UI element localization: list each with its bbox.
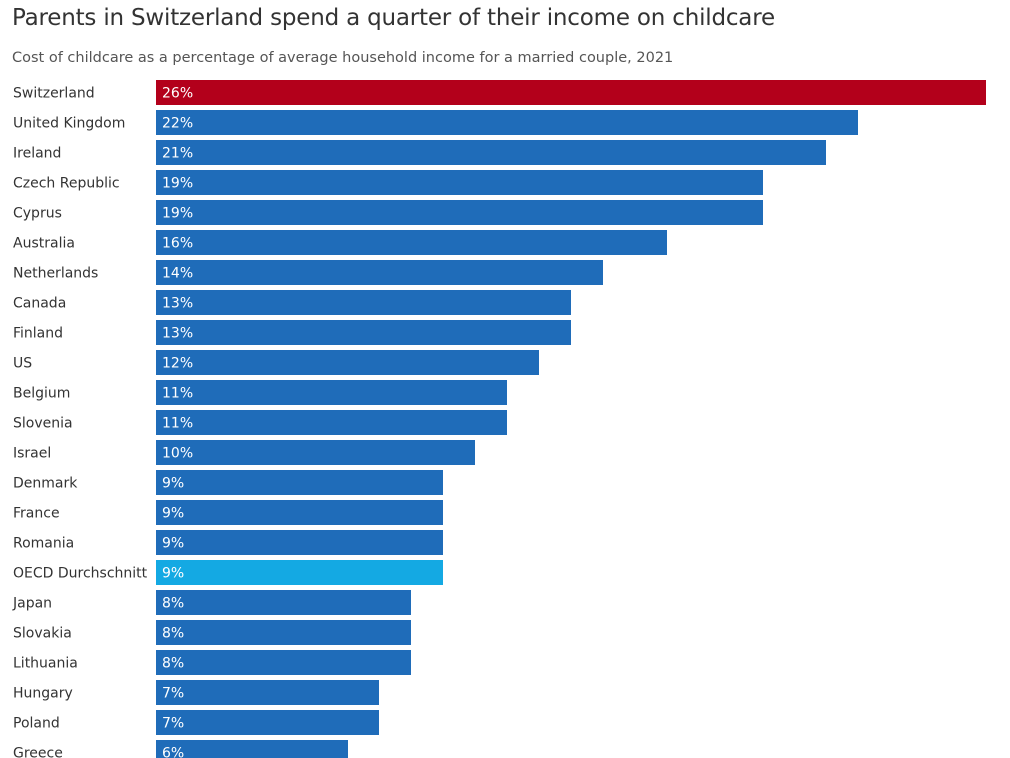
value-label-romania: 9% [162, 536, 184, 552]
value-label-australia: 16% [162, 236, 193, 252]
bar-belgium [156, 380, 507, 405]
bar-row-denmark: Denmark 9% [13, 470, 443, 495]
category-label-japan: Japan [12, 596, 52, 612]
bar-row-france: France 9% [13, 500, 443, 525]
category-label-slovakia: Slovakia [13, 626, 72, 642]
value-label-lithuania: 8% [162, 656, 184, 672]
category-label-czech-republic: Czech Republic [13, 176, 120, 192]
category-label-belgium: Belgium [13, 386, 70, 402]
bar-slovakia [156, 620, 411, 645]
bar-united-kingdom [156, 110, 858, 135]
value-label-slovakia: 8% [162, 626, 184, 642]
category-label-denmark: Denmark [13, 476, 78, 492]
bar-row-israel: Israel 10% [13, 440, 475, 465]
value-label-poland: 7% [162, 716, 184, 732]
value-label-denmark: 9% [162, 476, 184, 492]
bar-row-romania: Romania 9% [13, 530, 443, 555]
bar-row-hungary: Hungary 7% [13, 680, 379, 705]
category-label-netherlands: Netherlands [13, 266, 98, 282]
value-label-greece: 6% [162, 746, 184, 758]
bar-lithuania [156, 650, 411, 675]
bars-layer: Switzerland 26% United Kingdom 22% Ireland 21… [12, 80, 986, 758]
value-label-netherlands: 14% [162, 266, 193, 282]
value-label-slovenia: 11% [162, 416, 193, 432]
bar-row-poland: Poland 7% [13, 710, 379, 735]
chart-title: Parents in Switzerland spend a quarter o… [12, 5, 775, 31]
value-label-israel: 10% [162, 446, 193, 462]
bar-cyprus [156, 200, 763, 225]
value-label-hungary: 7% [162, 686, 184, 702]
value-label-united-kingdom: 22% [162, 116, 193, 132]
category-label-cyprus: Cyprus [13, 206, 62, 222]
bar-israel [156, 440, 475, 465]
chart-subtitle: Cost of childcare as a percentage of ave… [12, 50, 674, 66]
bar-row-ireland: Ireland 21% [13, 140, 826, 165]
bar-greece [156, 740, 348, 758]
bar-canada [156, 290, 571, 315]
category-label-israel: Israel [13, 446, 51, 462]
bar-row-finland: Finland 13% [13, 320, 571, 345]
bar-row-canada: Canada 13% [13, 290, 571, 315]
bar-hungary [156, 680, 379, 705]
value-label-japan: 8% [162, 596, 184, 612]
bar-denmark [156, 470, 443, 495]
bar-row-oecd-durchschnitt: OECD Durchschnitt 9% [13, 560, 443, 585]
value-label-switzerland: 26% [162, 86, 193, 102]
category-label-greece: Greece [13, 746, 63, 758]
value-label-belgium: 11% [162, 386, 193, 402]
bar-row-netherlands: Netherlands 14% [13, 260, 603, 285]
category-label-france: France [13, 506, 60, 522]
bar-czech-republic [156, 170, 763, 195]
category-label-united-kingdom: United Kingdom [13, 116, 125, 132]
bar-japan [156, 590, 411, 615]
bar-row-us: US 12% [13, 350, 539, 375]
bar-row-lithuania: Lithuania 8% [13, 650, 411, 675]
category-label-ireland: Ireland [13, 146, 61, 162]
bar-france [156, 500, 443, 525]
bar-netherlands [156, 260, 603, 285]
category-label-slovenia: Slovenia [13, 416, 73, 432]
bar-ireland [156, 140, 826, 165]
bar-australia [156, 230, 667, 255]
category-label-switzerland: Switzerland [13, 86, 95, 102]
value-label-france: 9% [162, 506, 184, 522]
value-label-finland: 13% [162, 326, 193, 342]
category-label-hungary: Hungary [13, 686, 73, 702]
bar-row-greece: Greece 6% [13, 740, 348, 758]
value-label-us: 12% [162, 356, 193, 372]
bar-row-switzerland: Switzerland 26% [13, 80, 986, 105]
bar-us [156, 350, 539, 375]
value-label-cyprus: 19% [162, 206, 193, 222]
category-label-lithuania: Lithuania [13, 656, 78, 672]
bar-row-united-kingdom: United Kingdom 22% [13, 110, 858, 135]
bar-poland [156, 710, 379, 735]
bar-slovenia [156, 410, 507, 435]
bar-row-slovenia: Slovenia 11% [13, 410, 507, 435]
value-label-ireland: 21% [162, 146, 193, 162]
bar-finland [156, 320, 571, 345]
value-label-czech-republic: 19% [162, 176, 193, 192]
category-label-finland: Finland [13, 326, 63, 342]
value-label-oecd-durchschnitt: 9% [162, 566, 184, 582]
bar-row-czech-republic: Czech Republic 19% [13, 170, 763, 195]
bar-romania [156, 530, 443, 555]
bar-row-japan: Japan 8% [12, 590, 411, 615]
bar-switzerland [156, 80, 986, 105]
bar-row-cyprus: Cyprus 19% [13, 200, 763, 225]
bar-row-belgium: Belgium 11% [13, 380, 507, 405]
category-label-canada: Canada [13, 296, 66, 312]
category-label-us: US [13, 356, 32, 372]
category-label-poland: Poland [13, 716, 60, 732]
bar-row-slovakia: Slovakia 8% [13, 620, 411, 645]
category-label-australia: Australia [13, 236, 75, 252]
bar-oecd-durchschnitt [156, 560, 443, 585]
category-label-romania: Romania [13, 536, 74, 552]
bar-row-australia: Australia 16% [13, 230, 667, 255]
category-label-oecd-durchschnitt: OECD Durchschnitt [13, 566, 148, 582]
value-label-canada: 13% [162, 296, 193, 312]
